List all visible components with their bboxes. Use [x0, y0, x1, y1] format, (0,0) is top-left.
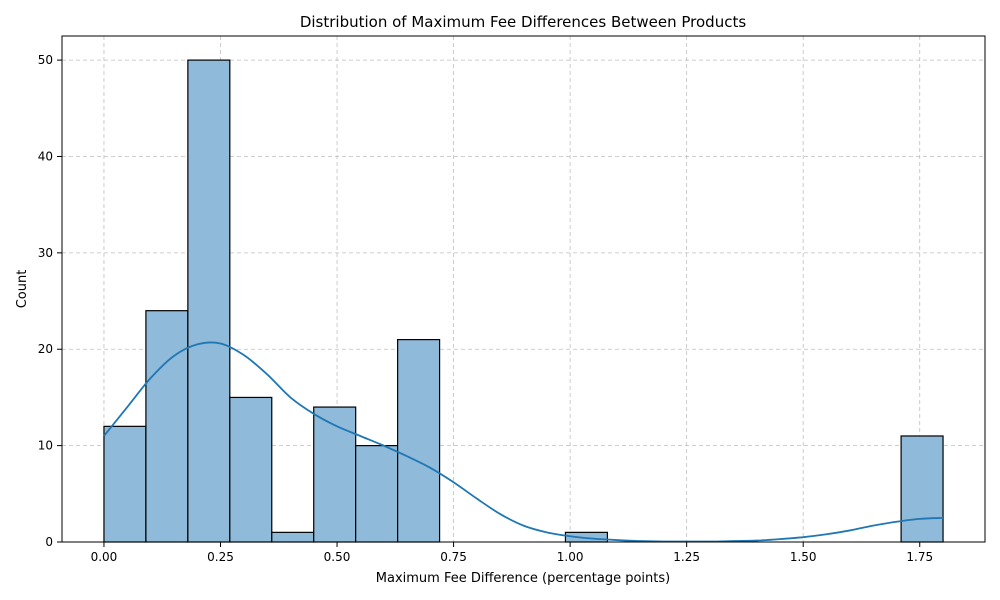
chart-title: Distribution of Maximum Fee Differences … — [300, 13, 746, 31]
histogram-bar — [145, 310, 189, 543]
x-axis-label: Maximum Fee Difference (percentage point… — [376, 571, 670, 586]
y-tick-label: 10 — [38, 439, 53, 453]
x-tick-label: 0.00 — [91, 550, 118, 564]
y-tick-label: 40 — [38, 149, 53, 163]
y-tick-label: 30 — [38, 246, 53, 260]
x-tick-label: 1.75 — [906, 550, 933, 564]
y-tick-label: 20 — [38, 342, 53, 356]
histogram-bar — [313, 406, 357, 543]
histogram-bar — [229, 396, 273, 543]
histogram-bar — [103, 425, 147, 543]
bars-layer — [103, 59, 944, 543]
histogram-bar — [355, 445, 399, 543]
tick-layer: 0.00 0.25 0.50 0.75 1.00 1.25 1.50 1.75 0 10 20 30 4… — [38, 53, 933, 564]
axes-frame — [61, 35, 986, 543]
x-tick-label: 0.25 — [207, 550, 234, 564]
x-tick-label: 1.25 — [673, 550, 700, 564]
kde-layer — [103, 341, 944, 543]
histogram-bar — [271, 531, 315, 543]
y-tick-label: 0 — [45, 535, 53, 549]
histogram-bar — [187, 59, 231, 543]
x-tick-label: 0.75 — [440, 550, 467, 564]
plot-frame — [61, 35, 986, 543]
x-tick-label: 0.50 — [324, 550, 351, 564]
histogram-bar — [900, 435, 944, 543]
x-tick-label: 1.00 — [557, 550, 584, 564]
y-axis-label: Count — [15, 270, 30, 309]
histogram-bar — [397, 339, 441, 543]
kde-curve — [103, 341, 944, 543]
y-tick-label: 50 — [38, 53, 53, 67]
x-tick-label: 1.50 — [790, 550, 817, 564]
